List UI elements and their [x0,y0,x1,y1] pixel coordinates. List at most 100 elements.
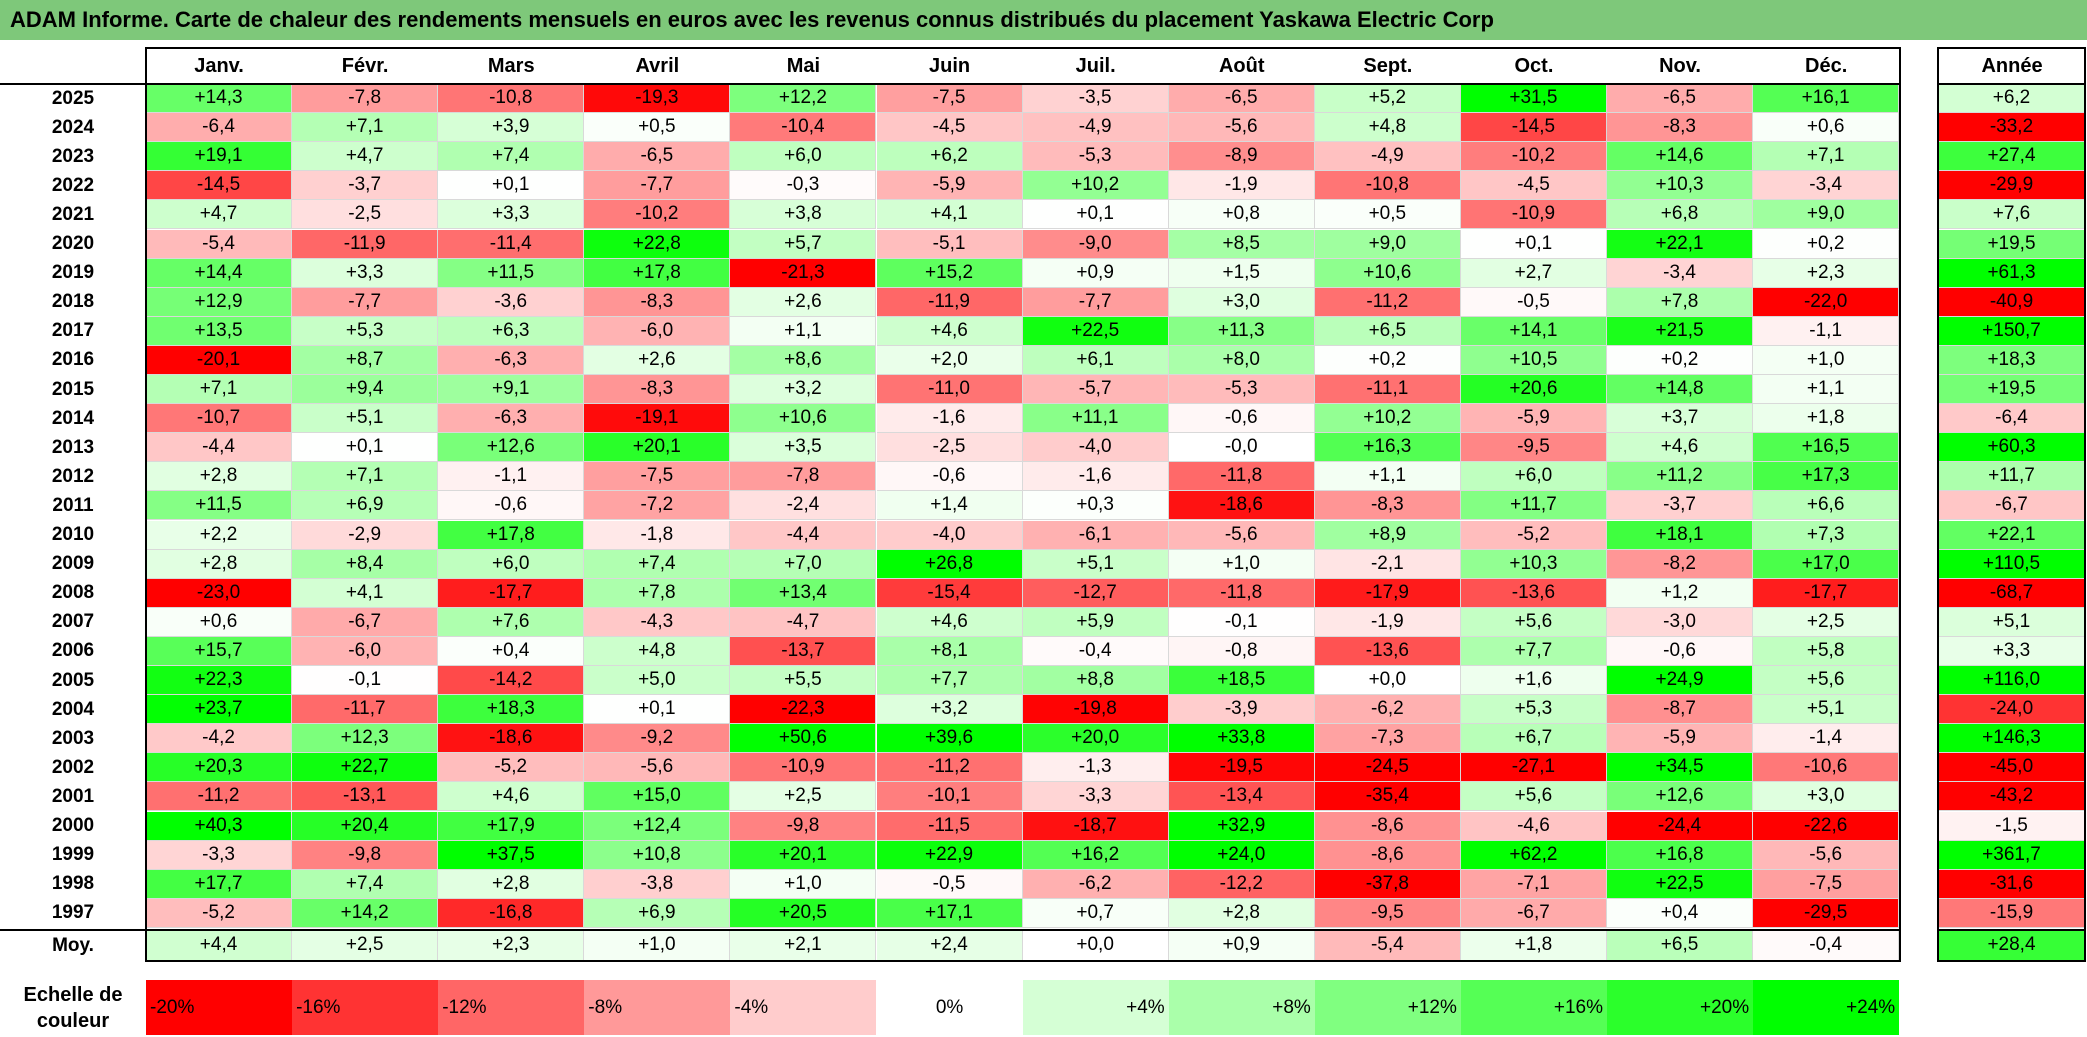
heatmap-cell: +50,6 [730,724,877,754]
row-year-label: 2007 [51,611,95,633]
heatmap-cell: +8,8 [1022,666,1169,696]
heatmap-cell: -22,0 [1753,287,1900,317]
heatmap-cell: -5,1 [876,229,1023,259]
heatmap-cell: +20,1 [584,433,731,463]
color-scale-swatch: +16% [1460,980,1607,1035]
heatmap-cell: -4,2 [146,724,293,754]
heatmap-cell: -21,3 [730,258,877,288]
heatmap-cell: +22,7 [292,753,439,783]
row-year-label: 2014 [51,407,95,429]
heatmap-cell: +2,7 [1460,258,1607,288]
column-header: Avril [635,54,680,77]
heatmap-cell: -2,4 [730,491,877,521]
heatmap-cell: -6,7 [292,607,439,637]
heatmap-cell: +3,7 [1607,404,1754,434]
heatmap-cell: +2,8 [146,462,293,492]
annual-cell: +116,0 [1938,666,2086,696]
heatmap-cell: +16,8 [1607,840,1754,870]
row-year-label: 2010 [51,524,95,546]
heatmap-cell: -13,4 [1168,782,1315,812]
column-header: Déc. [1805,54,1848,77]
heatmap-cell: -5,6 [1168,113,1315,143]
heatmap-cell: +8,0 [1168,345,1315,375]
heatmap-cell: -6,3 [438,345,585,375]
annual-cell: +27,4 [1938,142,2086,172]
heatmap-cell: -3,7 [1607,491,1754,521]
row-year-label: 2000 [51,815,95,837]
heatmap-cell: +22,3 [146,666,293,696]
heatmap-cell: +5,5 [730,666,877,696]
heatmap-cell: +5,1 [292,404,439,434]
heatmap-cell: -14,5 [146,171,293,201]
heatmap-cell: -2,5 [876,433,1023,463]
row-year-label: 2017 [51,320,95,342]
heatmap-cell: +16,5 [1753,433,1900,463]
heatmap-cell: -9,5 [1460,433,1607,463]
heatmap-cell: +62,2 [1460,840,1607,870]
heatmap-cell: +7,1 [292,462,439,492]
heatmap-cell: +7,7 [876,666,1023,696]
heatmap-cell: +22,5 [1607,869,1754,899]
column-header: Nov. [1659,54,1701,77]
heatmap-cell: +8,7 [292,345,439,375]
heatmap-cell: -3,0 [1607,607,1754,637]
heatmap-cell: -8,3 [584,375,731,405]
annual-cell: -68,7 [1938,578,2086,608]
heatmap-cell: +24,9 [1607,666,1754,696]
heatmap-cell: -8,3 [1607,113,1754,143]
heatmap-cell: +11,2 [1607,462,1754,492]
heatmap-cell: -8,3 [584,287,731,317]
heatmap-cell: +20,5 [730,898,877,928]
heatmap-cell: -0,6 [438,491,585,521]
heatmap-cell: +15,7 [146,636,293,666]
heatmap-cell: -19,5 [1168,753,1315,783]
heatmap-cell: +0,0 [1314,666,1461,696]
heatmap-cell: -1,3 [1022,753,1169,783]
heatmap-cell: -11,0 [876,375,1023,405]
heatmap-cell: +3,3 [292,258,439,288]
heatmap-cell: +10,2 [1314,404,1461,434]
heatmap-cell: -11,1 [1314,375,1461,405]
heatmap-cell: +5,7 [730,229,877,259]
heatmap-cell: -11,8 [1168,578,1315,608]
average-cell: +0,0 [1022,930,1169,961]
annual-cell: -6,4 [1938,404,2086,434]
heatmap-cell: +22,5 [1022,316,1169,346]
heatmap-cell: +11,3 [1168,316,1315,346]
annual-cell: +18,3 [1938,345,2086,375]
row-year-label: 1999 [51,844,95,866]
heatmap-cell: +4,6 [438,782,585,812]
heatmap-cell: -3,7 [292,171,439,201]
annual-cell: +6,2 [1938,84,2086,114]
heatmap-cell: -5,9 [1460,404,1607,434]
heatmap-cell: +8,5 [1168,229,1315,259]
heatmap-cell: +15,2 [876,258,1023,288]
heatmap-cell: -5,2 [1460,520,1607,550]
heatmap-cell: -18,7 [1022,811,1169,841]
heatmap-cell: +0,2 [1607,345,1754,375]
heatmap-cell: -10,8 [1314,171,1461,201]
heatmap-cell: +0,6 [146,607,293,637]
heatmap-cell: -8,6 [1314,811,1461,841]
heatmap-cell: -6,3 [438,404,585,434]
heatmap-cell: +6,1 [1022,345,1169,375]
heatmap-cell: +1,0 [1168,549,1315,579]
average-cell: -5,4 [1314,930,1461,961]
annual-cell: +5,1 [1938,607,2086,637]
heatmap-cell: +20,1 [730,840,877,870]
heatmap-cell: +7,4 [584,549,731,579]
heatmap-cell: +6,0 [438,549,585,579]
heatmap-cell: +17,7 [146,869,293,899]
heatmap-cell: -6,2 [1314,695,1461,725]
heatmap-cell: +10,6 [1314,258,1461,288]
heatmap-cell: +5,6 [1460,782,1607,812]
heatmap-cell: -7,2 [584,491,731,521]
heatmap-cell: -24,4 [1607,811,1754,841]
heatmap-cell: -14,5 [1460,113,1607,143]
row-year-label: 2020 [51,233,95,255]
heatmap-cell: +11,7 [1460,491,1607,521]
heatmap-cell: -4,9 [1314,142,1461,172]
heatmap-cell: -11,8 [1168,462,1315,492]
heatmap-cell: -1,4 [1753,724,1900,754]
heatmap-cell: +12,4 [584,811,731,841]
